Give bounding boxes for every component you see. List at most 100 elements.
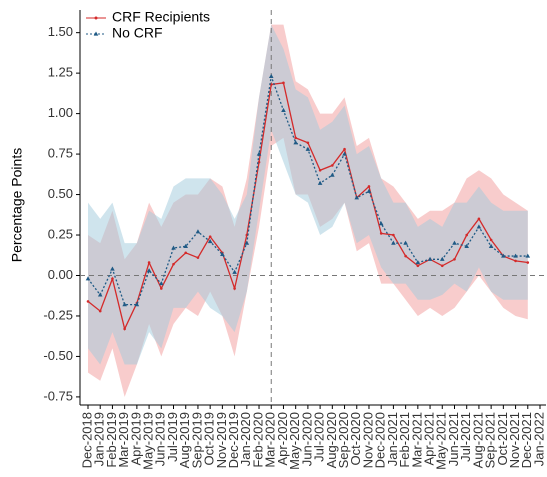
point [501,253,506,258]
point [513,253,518,258]
point [330,172,335,177]
x-tick-label: Apr-2021 [421,412,436,465]
point [331,164,334,167]
y-tick-label: 0.25 [48,226,73,241]
point [366,188,372,193]
point [256,151,262,156]
point [477,217,481,221]
point [415,260,421,265]
point [452,240,457,245]
x-tick-label: Jan-2019 [92,412,107,466]
point [86,300,90,303]
confidence-band [88,24,528,397]
x-tick-label: Oct-2021 [495,412,510,465]
x-tick-label: Sep-2019 [189,412,204,468]
x-tick-label: Jan-2020 [238,412,253,466]
point [427,256,433,261]
x-tick-label: Apr-2020 [275,412,290,465]
point [318,168,322,172]
x-tick-label: Nov-2019 [214,412,229,468]
x-tick-label: Aug-2019 [177,412,192,468]
point [453,258,456,261]
point [85,276,91,281]
point [282,81,285,85]
point [98,309,102,313]
legend-marker [94,16,98,20]
point [244,240,250,245]
x-tick-label: Feb-2021 [397,412,412,468]
point [171,245,176,250]
y-tick-label: 0.75 [48,146,73,161]
point [514,259,517,263]
point [439,256,445,261]
point [526,261,530,264]
point [293,140,298,145]
y-tick-label: -0.50 [43,348,73,363]
x-tick-label: Oct-2019 [202,412,217,465]
x-tick-label: Jul-2020 [312,412,327,462]
point [525,253,531,258]
point [354,195,360,200]
x-tick-label: Sep-2020 [336,412,351,468]
point [110,266,115,271]
point [476,224,482,229]
y-tick-label: 1.25 [48,65,73,80]
point [378,221,384,226]
point [281,107,286,112]
x-tick-label: Jun-2020 [299,412,314,466]
point [122,302,127,307]
point [97,292,103,297]
y-axis-title: Percentage Points [9,148,25,262]
x-tick-label: Apr-2019 [128,412,143,465]
point [440,264,444,268]
x-tick-label: Nov-2021 [507,412,522,468]
point [403,240,408,245]
y-tick-label: -0.25 [43,307,73,322]
point [196,256,200,259]
point [268,73,274,78]
point [294,136,297,140]
point [184,251,188,255]
x-tick-label: Jul-2019 [165,412,180,462]
point [147,261,151,264]
point [342,151,347,156]
point [208,235,212,238]
x-tick-label: Dec-2021 [519,412,534,468]
point [488,243,494,248]
point [391,240,396,245]
x-tick-label: Mar-2019 [116,412,131,468]
x-tick-label: Dec-2020 [373,412,388,468]
x-tick-label: Jun-2021 [446,412,461,466]
point [159,287,163,290]
point [404,254,407,258]
y-tick-label: 0.00 [48,267,73,282]
y-tick-label: -0.75 [43,388,73,403]
x-tick-label: Mar-2021 [409,412,424,468]
x-tick-label: May-2019 [141,412,156,470]
x-tick-label: May-2020 [287,412,302,470]
point [464,243,470,248]
point [232,269,237,274]
point [233,287,236,290]
x-tick-label: Aug-2020 [324,412,339,468]
y-tick-label: 0.50 [48,186,73,201]
point [158,281,164,286]
x-tick-label: Jun-2019 [153,412,168,466]
point [183,243,189,248]
point [306,141,310,145]
x-tick-label: Aug-2021 [470,412,485,468]
x-tick-label: Feb-2019 [104,412,119,468]
point [367,185,371,188]
point [123,327,126,331]
point [111,277,114,281]
point [317,180,323,185]
point [220,251,225,257]
x-tick-label: Sep-2021 [483,412,498,468]
x-tick-label: Nov-2020 [360,412,375,468]
y-tick-label: 1.00 [48,105,73,120]
legend-marker [93,31,99,36]
x-tick-label: Jan-2021 [385,412,400,466]
x-tick-label: Feb-2020 [250,412,265,468]
confidence-band [88,24,528,365]
